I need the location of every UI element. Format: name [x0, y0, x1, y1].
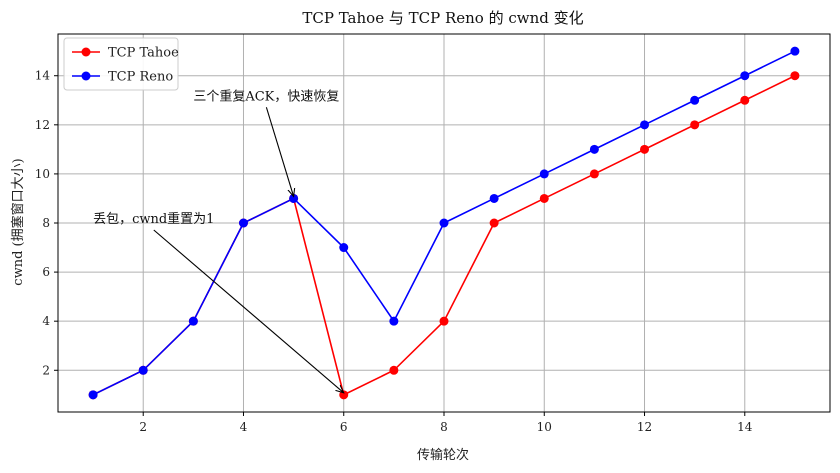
x-tick-label: 12 [637, 420, 652, 434]
data-point [539, 193, 549, 203]
legend-box [63, 37, 179, 91]
y-tick-label: 12 [35, 118, 50, 132]
x-axis-ticks: 2 4 6 8 10 12 14 [139, 412, 753, 434]
annotation-arrow [265, 107, 293, 196]
data-point [188, 316, 198, 326]
x-tick-label: 2 [139, 420, 147, 434]
data-point [740, 71, 750, 81]
legend-label: TCP Reno [108, 70, 173, 85]
x-tick-label: 8 [440, 420, 448, 434]
legend-label: TCP Tahoe [108, 46, 179, 61]
data-point [489, 193, 499, 203]
annotation-text: 三个重复ACK，快速恢复 [193, 88, 339, 104]
data-point [489, 218, 499, 228]
x-tick-label: 4 [240, 420, 248, 434]
y-tick-label: 14 [35, 69, 51, 83]
data-point [790, 71, 800, 81]
y-tick-label: 4 [42, 314, 50, 328]
y-tick-label: 2 [42, 363, 50, 377]
data-point [539, 169, 549, 179]
data-point [589, 169, 599, 179]
data-point [138, 365, 148, 375]
data-point [740, 95, 750, 105]
y-tick-label: 6 [42, 265, 50, 279]
data-point [238, 218, 248, 228]
x-axis-label: 传输轮次 [417, 447, 469, 463]
annotation-text: 丢包，cwnd重置为1 [93, 211, 214, 227]
legend-marker [81, 47, 91, 57]
legend-entry: TCP Tahoe [72, 46, 179, 61]
data-point [389, 316, 399, 326]
data-point [339, 243, 349, 253]
y-axis-ticks: 2 4 6 8 10 12 14 [35, 69, 58, 377]
series-tcp-reno [88, 46, 800, 400]
legend-entry: TCP Reno [72, 70, 173, 85]
y-tick-label: 10 [35, 167, 50, 181]
annotation: 丢包，cwnd重置为1 [93, 211, 344, 393]
y-tick-label: 8 [42, 216, 50, 230]
data-point [690, 95, 700, 105]
data-point [690, 120, 700, 130]
data-point [439, 218, 449, 228]
series-layer [88, 46, 800, 400]
x-tick-label: 14 [737, 420, 753, 434]
data-point [640, 144, 650, 154]
x-tick-label: 10 [537, 420, 552, 434]
x-tick-label: 6 [340, 420, 348, 434]
legend: TCP Tahoe TCP Reno [63, 37, 179, 91]
annotation-arrow [153, 229, 344, 393]
data-point [640, 120, 650, 130]
data-point [439, 316, 449, 326]
data-point [589, 144, 599, 154]
data-point [88, 390, 98, 400]
data-point [339, 390, 349, 400]
y-axis-label: cwnd (拥塞窗口大小) [10, 158, 26, 285]
annotation: 三个重复ACK，快速恢复 [193, 88, 339, 196]
data-point [790, 46, 800, 56]
legend-marker [81, 71, 91, 81]
data-point [389, 365, 399, 375]
chart-title: TCP Tahoe 与 TCP Reno 的 cwnd 变化 [302, 9, 583, 27]
